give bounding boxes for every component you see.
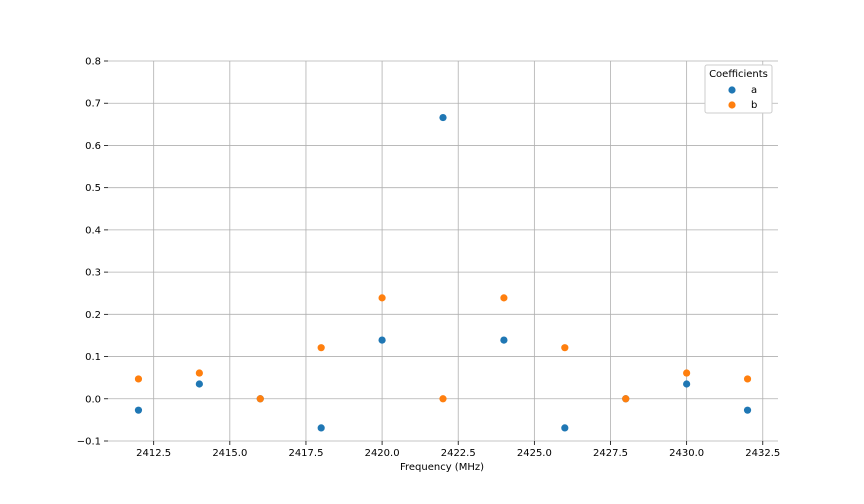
legend-label-a: a <box>751 85 757 96</box>
x-tick-label: 2412.5 <box>136 448 171 459</box>
y-tick-label: 0.0 <box>85 394 101 405</box>
y-tick-label: 0.6 <box>85 141 101 152</box>
data-point-b <box>256 395 264 403</box>
y-tick-label: −0.1 <box>77 437 101 448</box>
legend-frame <box>704 64 773 114</box>
y-tick-label: 0.2 <box>85 310 101 321</box>
legend-title: Coefficients <box>709 69 768 80</box>
x-tick-label: 2415.0 <box>212 448 247 459</box>
y-tick-label: 0.7 <box>85 99 101 110</box>
y-tick-label: 0.8 <box>85 57 101 68</box>
data-point-b <box>622 395 630 403</box>
y-tick-label: 0.1 <box>85 352 101 363</box>
data-point-b <box>378 294 386 302</box>
data-point-a <box>500 336 508 344</box>
grid-lines <box>108 60 778 442</box>
y-tick-label: 0.4 <box>85 225 101 236</box>
data-points <box>134 113 752 432</box>
data-point-a <box>134 406 143 414</box>
data-point-b <box>134 375 143 383</box>
data-point-b <box>195 369 203 377</box>
legend-label-b: b <box>751 100 757 111</box>
x-tick-label: 2420.0 <box>365 448 400 459</box>
x-tick-label: 2425.0 <box>517 448 552 459</box>
data-point-b <box>317 344 325 352</box>
data-point-b <box>743 375 752 383</box>
x-axis: 2412.5 2415.0 2417.5 2420.0 2422.5 2425.0 2427… <box>136 441 780 459</box>
data-point-a <box>743 406 752 414</box>
data-point-b <box>439 395 447 403</box>
y-tick-label: 0.3 <box>85 268 101 279</box>
x-tick-label: 2422.5 <box>441 448 476 459</box>
legend-marker-b <box>728 101 736 109</box>
legend: Coefficients a b <box>704 64 773 114</box>
data-point-a <box>317 424 325 432</box>
x-tick-label: 2417.5 <box>288 448 323 459</box>
data-point-a <box>683 380 691 388</box>
data-point-b <box>500 294 508 302</box>
data-point-a <box>561 424 569 432</box>
x-tick-label: 2427.5 <box>593 448 628 459</box>
y-tick-label: 0.5 <box>85 183 101 194</box>
x-tick-label: 2432.5 <box>745 448 780 459</box>
data-point-b <box>683 369 691 377</box>
y-axis: −0.1 0.0 0.1 0.2 0.3 0.4 0.5 0.6 0.7 0.8 <box>77 57 108 448</box>
legend-marker-a <box>728 86 736 94</box>
data-point-b <box>561 344 569 352</box>
data-point-a <box>195 380 203 388</box>
data-point-a <box>439 113 447 122</box>
x-tick-label: 2430.0 <box>669 448 704 459</box>
data-point-a <box>378 336 386 344</box>
x-axis-label: Frequency (MHz) <box>400 462 484 473</box>
